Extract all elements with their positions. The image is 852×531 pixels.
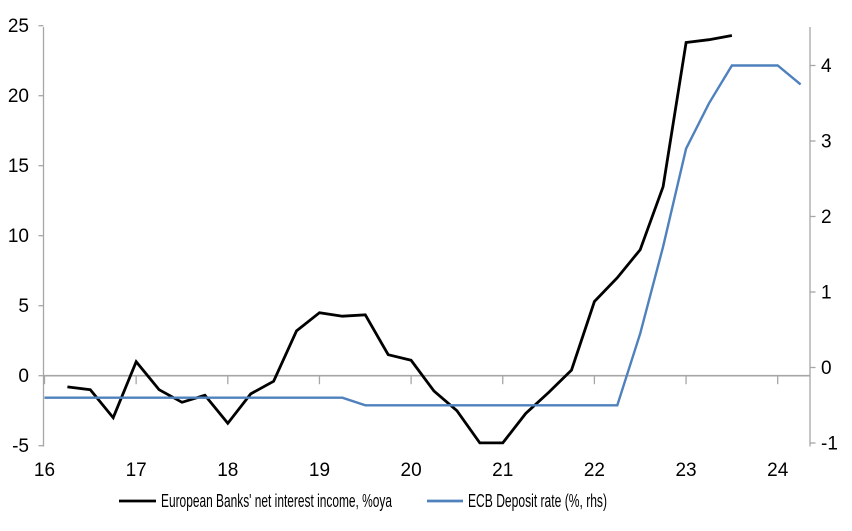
right-axis-tick-label: 1 [821, 283, 832, 304]
left-axis-tick-label: 25 [8, 16, 29, 37]
left-axis-tick-label: 5 [18, 296, 29, 317]
right-axis-tick-label: 3 [821, 132, 832, 153]
x-axis-tick-label: 19 [309, 460, 330, 481]
x-axis-tick-label: 16 [34, 460, 55, 481]
series-lines [44, 34, 802, 445]
legend: European Banks' net interest income, %oy… [119, 491, 607, 511]
x-axis-tick-label: 24 [767, 460, 789, 481]
x-axis-tick-label: 17 [126, 460, 147, 481]
left-axis-tick-label: 10 [8, 226, 29, 247]
series-line-ecb-deposit-rate [44, 64, 802, 407]
right-axis-tick-label: 4 [821, 56, 832, 77]
x-axis-tick-label: 22 [584, 460, 605, 481]
x-axis-tick-label: 21 [492, 460, 513, 481]
left-axis-tick-label: 0 [18, 366, 29, 387]
legend-label-nii: European Banks' net interest income, %oy… [161, 491, 393, 511]
right-axis-tick-label: -1 [821, 434, 838, 455]
x-axis-tick-label: 23 [675, 460, 696, 481]
x-axis-tick-label: 20 [401, 460, 422, 481]
series-line-net-interest-income [67, 34, 733, 445]
left-axis-tick-label: 20 [8, 86, 29, 107]
left-axis-tick-label: -5 [12, 436, 29, 457]
right-axis-tick-label: 2 [821, 207, 832, 228]
legend-label-ecb: ECB Deposit rate (%, rhs) [468, 491, 607, 511]
x-axis-tick-label: 18 [217, 460, 238, 481]
left-axis-tick-label: 15 [8, 156, 29, 177]
right-axis-tick-label: 0 [821, 358, 832, 379]
